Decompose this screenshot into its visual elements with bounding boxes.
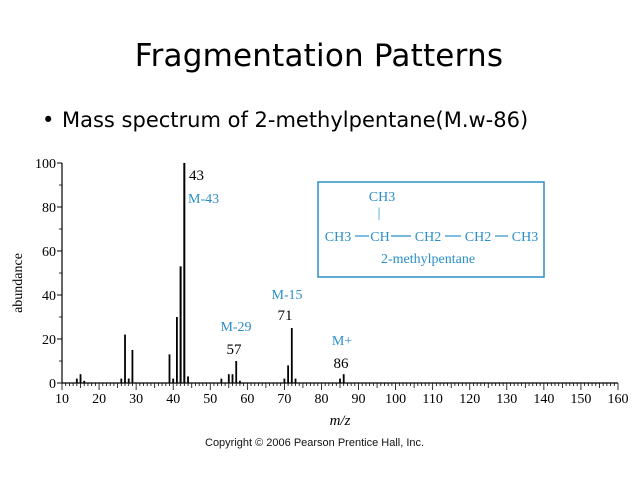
peak-label-57: 57	[227, 342, 243, 358]
y-tick-label: 0	[49, 377, 56, 392]
x-tick-label: 30	[129, 392, 143, 407]
peak-label-71: 71	[278, 308, 293, 324]
structure-chain-group: CH	[370, 230, 389, 245]
structure-branch-bond: |	[378, 206, 381, 221]
y-axis-label: abundance	[11, 253, 26, 313]
x-tick-label: 110	[422, 392, 442, 407]
bullet-marker: •	[42, 108, 55, 132]
x-tick-label: 90	[352, 392, 366, 407]
x-tick-label: 160	[608, 392, 629, 407]
fragment-label-86: M+	[332, 334, 352, 349]
peak-label-43: 43	[189, 168, 204, 184]
y-tick-label: 20	[42, 333, 56, 348]
peak-label-86: 86	[334, 356, 350, 372]
fragment-label-43: M-43	[188, 192, 219, 207]
y-tick-label: 80	[42, 201, 56, 216]
slide-title: Fragmentation Patterns	[134, 38, 504, 74]
x-tick-label: 80	[314, 392, 328, 407]
x-tick-label: 40	[166, 392, 180, 407]
x-tick-label: 100	[385, 392, 406, 407]
fragment-label-71: M-15	[271, 288, 302, 303]
bullet-text: Mass spectrum of 2-methylpentane(M.w-86)	[62, 108, 529, 132]
mass-spectrum-chart: 10 20 30 40 50 60 70 80 90 100 110 120 130 140 150 160 0…	[11, 157, 629, 429]
structure-chain-group: CH2	[465, 230, 491, 245]
copyright-notice: Copyright © 2006 Pearson Prentice Hall, …	[205, 437, 425, 449]
x-tick-label: 10	[55, 392, 69, 407]
x-tick-label: 50	[203, 392, 217, 407]
x-tick-label: 150	[570, 392, 591, 407]
x-tick-label: 130	[496, 392, 517, 407]
x-tick-label: 120	[459, 392, 480, 407]
x-tick-label: 20	[92, 392, 106, 407]
x-axis-label: m/z	[330, 413, 351, 429]
structure-box	[317, 181, 545, 278]
structure-chain-group: CH3	[512, 230, 538, 245]
x-tick-label: 140	[533, 392, 554, 407]
y-tick-label: 100	[35, 157, 56, 172]
structure-chain-group: CH3	[325, 230, 351, 245]
structure-chain-group: CH2	[415, 230, 441, 245]
y-tick-label: 40	[42, 289, 56, 304]
structure-top-group: CH3	[369, 190, 395, 205]
structure-name: 2-methylpentane	[381, 252, 475, 267]
bullet-point: • Mass spectrum of 2-methylpentane(M.w-86…	[42, 108, 528, 132]
fragment-label-57: M-29	[220, 320, 251, 335]
x-tick-label: 60	[240, 392, 254, 407]
x-tick-label: 70	[277, 392, 291, 407]
y-tick-label: 60	[42, 245, 56, 260]
